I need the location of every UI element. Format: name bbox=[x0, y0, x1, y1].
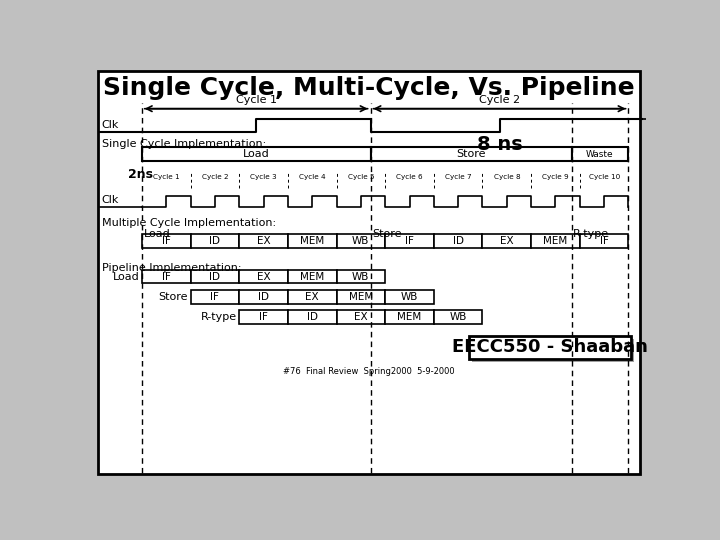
Text: Load: Load bbox=[113, 272, 140, 281]
Text: EX: EX bbox=[500, 236, 513, 246]
Text: Load: Load bbox=[243, 149, 269, 159]
Text: ID: ID bbox=[210, 236, 220, 246]
Text: EECC550 - Shaaban: EECC550 - Shaaban bbox=[452, 339, 648, 356]
Text: Multiple Cycle Implementation:: Multiple Cycle Implementation: bbox=[102, 218, 276, 228]
Bar bbox=[472, 339, 634, 362]
Text: Cycle 1: Cycle 1 bbox=[153, 174, 179, 180]
Text: Pipeline Implementation:: Pipeline Implementation: bbox=[102, 263, 241, 273]
Text: Single Cycle, Multi-Cycle, Vs. Pipeline: Single Cycle, Multi-Cycle, Vs. Pipeline bbox=[103, 76, 635, 100]
Text: ID: ID bbox=[307, 312, 318, 322]
Text: Cycle 3: Cycle 3 bbox=[250, 174, 276, 180]
Bar bbox=[385, 234, 434, 248]
Text: EX: EX bbox=[305, 292, 319, 301]
Bar bbox=[336, 234, 385, 248]
Text: IF: IF bbox=[162, 272, 171, 281]
Bar bbox=[385, 289, 434, 303]
Text: 8 ns: 8 ns bbox=[477, 134, 523, 153]
Bar bbox=[239, 309, 288, 323]
Bar bbox=[580, 234, 629, 248]
Text: Clk: Clk bbox=[102, 120, 120, 130]
Text: Waste: Waste bbox=[586, 150, 614, 159]
Text: IF: IF bbox=[259, 312, 268, 322]
Text: WB: WB bbox=[401, 292, 418, 301]
Bar bbox=[531, 234, 580, 248]
Text: Cycle 2: Cycle 2 bbox=[202, 174, 228, 180]
Text: #76  Final Review  Spring2000  5-9-2000: #76 Final Review Spring2000 5-9-2000 bbox=[283, 367, 455, 376]
Text: MEM: MEM bbox=[544, 236, 567, 246]
Bar bbox=[191, 269, 239, 284]
Text: EX: EX bbox=[257, 272, 270, 281]
Text: R-type: R-type bbox=[201, 312, 237, 322]
Text: IF: IF bbox=[600, 236, 608, 246]
Text: ID: ID bbox=[210, 272, 220, 281]
Text: Clk: Clk bbox=[102, 194, 120, 205]
Text: Store: Store bbox=[158, 292, 188, 301]
Bar bbox=[288, 269, 336, 284]
Text: Cycle 9: Cycle 9 bbox=[542, 174, 569, 180]
Bar bbox=[191, 234, 239, 248]
Bar bbox=[336, 289, 385, 303]
Bar bbox=[191, 289, 239, 303]
Text: Cycle 4: Cycle 4 bbox=[299, 174, 325, 180]
Text: ID: ID bbox=[258, 292, 269, 301]
Text: EX: EX bbox=[257, 236, 270, 246]
Bar bbox=[336, 269, 385, 284]
Bar bbox=[239, 234, 288, 248]
Text: Cycle 1: Cycle 1 bbox=[235, 95, 276, 105]
Bar bbox=[469, 336, 631, 359]
Text: WB: WB bbox=[352, 236, 369, 246]
Text: WB: WB bbox=[449, 312, 467, 322]
Text: Load: Load bbox=[143, 229, 170, 239]
Text: MEM: MEM bbox=[300, 236, 324, 246]
Text: EX: EX bbox=[354, 312, 368, 322]
Text: MEM: MEM bbox=[348, 292, 373, 301]
Text: Cycle 7: Cycle 7 bbox=[445, 174, 472, 180]
Bar bbox=[288, 234, 336, 248]
Text: Cycle 5: Cycle 5 bbox=[348, 174, 374, 180]
Text: IF: IF bbox=[210, 292, 220, 301]
Bar bbox=[142, 147, 371, 161]
Text: Store: Store bbox=[372, 229, 402, 239]
Text: Store: Store bbox=[456, 149, 486, 159]
Bar bbox=[239, 269, 288, 284]
Text: Single Cycle Implementation:: Single Cycle Implementation: bbox=[102, 139, 266, 149]
Bar bbox=[142, 234, 191, 248]
Text: MEM: MEM bbox=[300, 272, 324, 281]
Bar bbox=[371, 147, 572, 161]
Text: ID: ID bbox=[453, 236, 464, 246]
Bar bbox=[482, 234, 531, 248]
Bar bbox=[434, 234, 482, 248]
Bar bbox=[239, 289, 288, 303]
Bar bbox=[288, 289, 336, 303]
Bar bbox=[288, 309, 336, 323]
Text: Cycle 6: Cycle 6 bbox=[396, 174, 423, 180]
Text: IF: IF bbox=[162, 236, 171, 246]
Text: Cycle 10: Cycle 10 bbox=[588, 174, 620, 180]
Text: R-type: R-type bbox=[573, 229, 609, 239]
Bar bbox=[385, 309, 434, 323]
Bar bbox=[572, 147, 629, 161]
Bar bbox=[142, 269, 191, 284]
Bar bbox=[434, 309, 482, 323]
Text: IF: IF bbox=[405, 236, 414, 246]
Bar bbox=[336, 309, 385, 323]
Text: WB: WB bbox=[352, 272, 369, 281]
Text: Cycle 2: Cycle 2 bbox=[479, 95, 520, 105]
Text: MEM: MEM bbox=[397, 312, 422, 322]
Text: 2ns: 2ns bbox=[128, 167, 153, 181]
Text: Cycle 8: Cycle 8 bbox=[493, 174, 520, 180]
